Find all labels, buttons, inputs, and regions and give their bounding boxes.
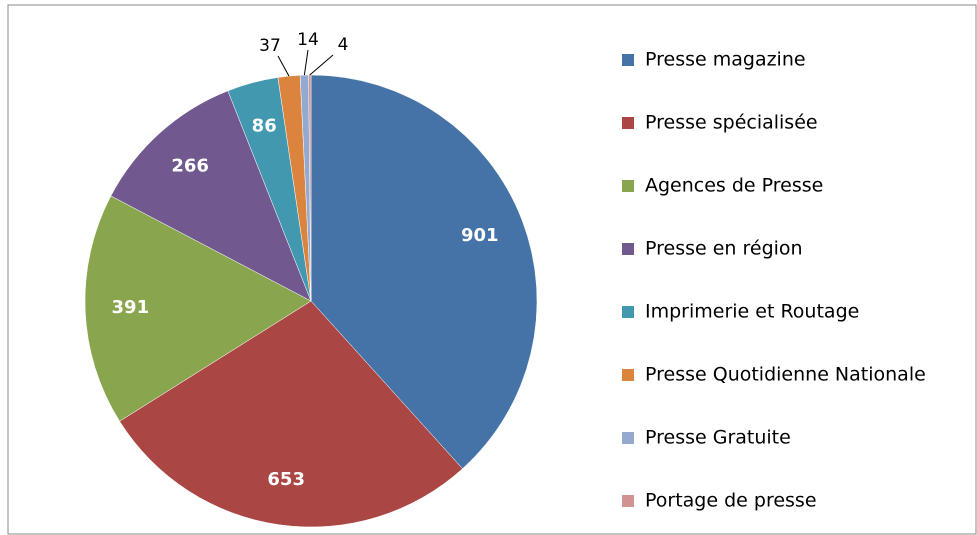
data-label: 86 — [252, 115, 277, 136]
legend-label: Portage de presse — [645, 490, 817, 512]
legend-swatch — [622, 180, 634, 192]
legend-swatch — [622, 117, 634, 129]
data-label: 653 — [267, 469, 305, 490]
pie-slice — [310, 74, 538, 470]
legend-label: Imprimerie et Routage — [645, 301, 859, 323]
pie-slice — [119, 300, 463, 528]
leader-line — [309, 54, 334, 76]
leader-line — [303, 49, 309, 76]
data-label: 266 — [171, 156, 209, 177]
pie-slice — [110, 90, 312, 302]
data-label: 901 — [461, 225, 499, 246]
leader-line — [277, 55, 290, 77]
pie-slice — [308, 74, 312, 302]
legend-label: Presse en région — [645, 238, 803, 260]
legend-swatch — [622, 432, 634, 444]
data-label: 4 — [338, 35, 349, 55]
legend-swatch — [622, 306, 634, 318]
legend-label: Presse Quotidienne Nationale — [645, 364, 926, 386]
legend-label: Presse Gratuite — [645, 427, 791, 449]
legend-swatch — [622, 369, 634, 381]
legend-swatch — [622, 495, 634, 507]
legend-label: Agences de Presse — [645, 175, 823, 197]
legend-label: Presse magazine — [645, 49, 806, 71]
pie-slice — [84, 195, 312, 422]
legend-swatch — [622, 54, 634, 66]
legend-label: Presse spécialisée — [645, 112, 818, 134]
data-label: 391 — [112, 297, 150, 318]
legend-swatch — [622, 243, 634, 255]
data-label: 37 — [259, 36, 281, 56]
data-label: 14 — [297, 30, 319, 50]
